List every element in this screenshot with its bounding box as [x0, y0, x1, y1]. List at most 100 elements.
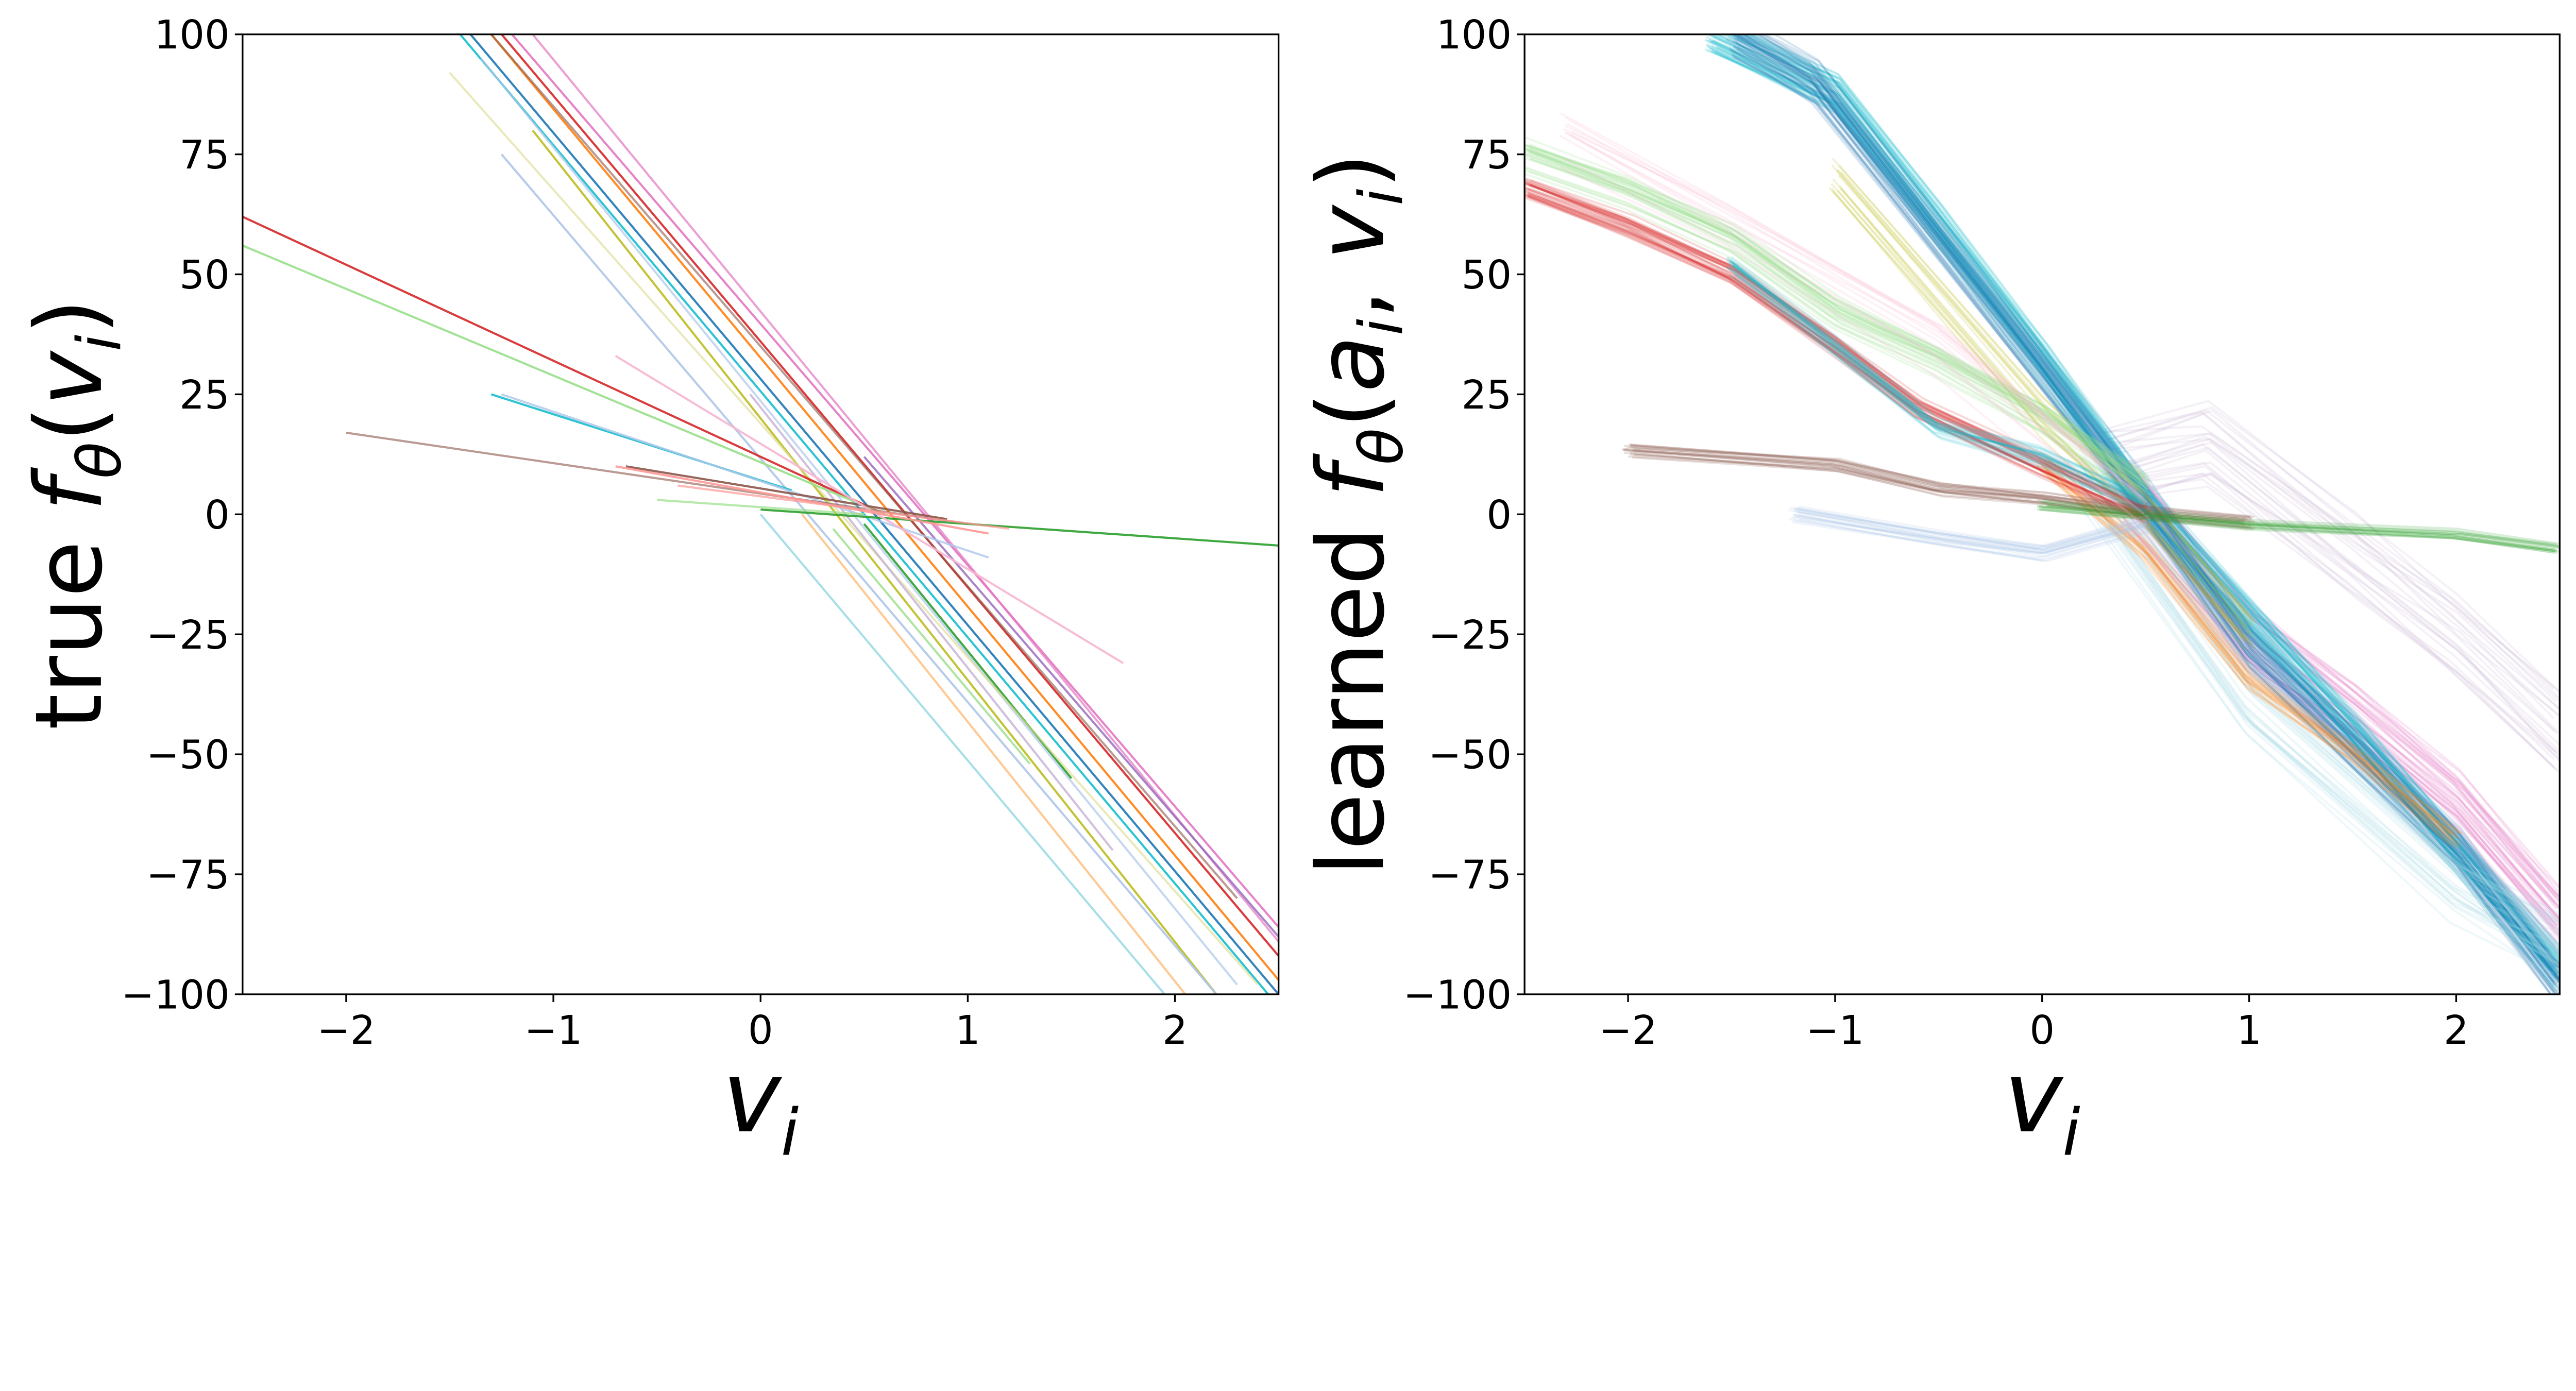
- bundle-7-curve: [1529, 151, 2151, 488]
- bundle-8-curve: [1524, 182, 2142, 507]
- bundle-11-curve: [2039, 508, 2557, 552]
- bundle-7-curve: [1524, 154, 2141, 490]
- bundle-13-curve: [1565, 131, 2147, 505]
- y-tick-label: −75: [146, 853, 230, 898]
- bundle-8-curve: [1526, 182, 2148, 508]
- bundle-7-curve: [1527, 150, 2149, 490]
- bundle-2-curve: [1725, 34, 2560, 955]
- bundle-8-curve: [1530, 183, 2152, 517]
- bundle-6-curve: [1838, 164, 2254, 619]
- bundle-9-curve: [1725, 266, 2141, 511]
- bundle-0-curve: [2129, 468, 2560, 901]
- bundle-10-curve: [1632, 456, 2254, 531]
- bundle-7-curve: [1524, 148, 2142, 480]
- bundle-5-curve: [2043, 466, 2460, 845]
- bundle-9-curve: [1731, 264, 2147, 511]
- bundle-2-curve: [1716, 46, 2560, 973]
- bundle-0-curve: [2123, 458, 2560, 903]
- bundle-5-curve: [2041, 464, 2457, 837]
- bundle-8-curve: [1528, 183, 2150, 513]
- bundle-6-curve: [1840, 171, 2256, 624]
- bundle-0-curve: [2126, 482, 2560, 920]
- bundle-6-curve: [1831, 164, 2247, 627]
- bundle-8-curve: [1524, 189, 2143, 519]
- bundle-9-curve: [1734, 274, 2149, 516]
- bundle-0-curve: [2126, 470, 2560, 899]
- bundle-12-curve: [1799, 514, 2151, 554]
- bundle-6-curve: [1828, 186, 2245, 640]
- bundle-8-curve: [1524, 196, 2142, 519]
- bundle-2-curve: [1706, 34, 2556, 961]
- bundle-0-curve: [2130, 487, 2560, 901]
- bundle-12-curve: [1788, 508, 2141, 550]
- bundle-10-curve: [1624, 448, 2246, 523]
- bundle-11-curve: [2039, 506, 2557, 553]
- bundle-12-curve: [1797, 508, 2149, 547]
- bundle-7-curve: [1529, 147, 2151, 483]
- bundle-0-curve: [2127, 479, 2560, 923]
- series-line-16: [749, 394, 1114, 851]
- bundle-8-curve: [1527, 194, 2149, 522]
- y-tick-label: −100: [121, 973, 230, 1019]
- bundle-8-curve: [1526, 177, 2148, 505]
- bundle-3-curve: [1732, 37, 2560, 981]
- bundle-13-curve: [1571, 130, 2153, 507]
- bundle-8-curve: [1524, 186, 2146, 516]
- bundle-4-curve: [2086, 445, 2560, 924]
- bundle-9-curve: [1728, 262, 2143, 500]
- bundle-9-curve: [1728, 259, 2144, 498]
- bundle-3-curve: [1742, 34, 2560, 977]
- bundle-0-curve: [2123, 520, 2560, 945]
- bundle-2-curve: [1717, 34, 2560, 962]
- bundle-4-curve: [2085, 477, 2560, 955]
- bundle-4-curve: [2077, 479, 2554, 945]
- y-label-prefix: true: [16, 511, 123, 730]
- y-tick-label: 75: [1462, 132, 1512, 178]
- bundle-2-curve: [1733, 34, 2560, 962]
- series-line-17: [242, 215, 886, 516]
- bundle-2-curve: [1708, 34, 2555, 970]
- bundle-8-curve: [1524, 190, 2144, 516]
- bundle-3-curve: [1758, 34, 2560, 975]
- bundle-0-curve: [2128, 459, 2560, 889]
- bundle-2-curve: [1709, 39, 2559, 975]
- bundle-12-curve: [1792, 515, 2145, 553]
- bundle-7-curve: [1524, 167, 2143, 505]
- bundle-8-curve: [1524, 194, 2145, 523]
- bundle-13-curve: [1563, 128, 2144, 499]
- bundle-3-curve: [1743, 34, 2560, 975]
- bundle-1-curve: [2098, 443, 2555, 732]
- bundle-8-curve: [1528, 194, 2150, 526]
- series-line-21: [346, 431, 968, 525]
- bundle-13-curve: [1559, 134, 2141, 523]
- bundle-3-curve: [1734, 40, 2560, 994]
- bundle-1-curve: [2107, 441, 2560, 736]
- bundle-11-curve: [2037, 505, 2555, 551]
- bundle-7-curve: [1530, 158, 2152, 497]
- x-tick-label: −2: [1599, 1008, 1657, 1054]
- bundle-4-curve: [2077, 462, 2555, 936]
- bundle-2-curve: [1741, 34, 2560, 947]
- bundle-12-curve: [1793, 506, 2146, 551]
- bundle-2-curve: [1714, 34, 2560, 974]
- bundle-11-curve: [2043, 502, 2560, 548]
- bundle-1-curve: [2100, 412, 2557, 702]
- bundle-10-curve: [1622, 449, 2244, 524]
- bundle-8-curve: [1529, 184, 2151, 512]
- bundle-13-curve: [1560, 112, 2141, 499]
- y-tick-label: 50: [179, 252, 230, 298]
- bundle-2-curve: [1741, 34, 2560, 959]
- series-line-18: [242, 244, 886, 516]
- y-label-var2: v: [1298, 204, 1405, 260]
- bundle-0-curve: [2120, 470, 2557, 898]
- bundle-8-curve: [1524, 193, 2146, 520]
- bundle-10-curve: [1630, 445, 2252, 520]
- bundle-3-curve: [1737, 34, 2560, 985]
- bundle-0-curve: [2122, 500, 2558, 926]
- y-label-open: (: [16, 406, 123, 442]
- bundle-0-curve: [2128, 497, 2560, 942]
- bundle-12-curve: [1795, 511, 2148, 554]
- bundle-7-curve: [1528, 144, 2150, 477]
- bundle-2-curve: [1711, 45, 2560, 982]
- bundle-7-curve: [1526, 148, 2148, 490]
